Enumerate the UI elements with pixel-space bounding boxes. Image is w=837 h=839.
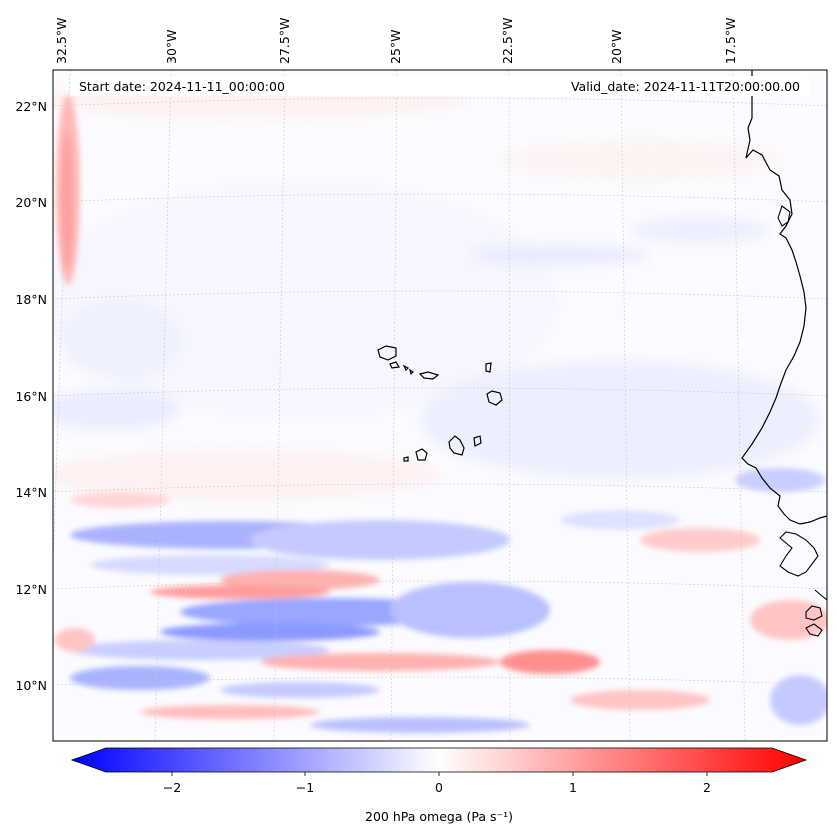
colorbar: −2 −1 0 1 2 200 hPa omega (Pa s⁻¹) [70,747,808,824]
colorbar-label: 200 hPa omega (Pa s⁻¹) [365,809,513,824]
guinea-bissau-coast [779,531,819,577]
lon-label-32-5w: 32.5°W [54,18,69,64]
lat-label-22n: 22°N [15,99,47,114]
lat-label-10n: 10°N [15,678,47,693]
lat-label-14n: 14°N [15,485,47,500]
lat-label-18n: 18°N [15,292,47,307]
header-box [70,76,810,96]
map-frame [52,69,828,742]
colorbar-tick-2: 2 [703,780,711,795]
bissagos-islands [805,589,827,637]
west-africa-coastline [741,70,827,525]
colorbar-tick-0: 0 [435,780,443,795]
lat-label-16n: 16°N [15,389,47,404]
colorbar-ticks [171,772,708,776]
lon-label-20w: 20°W [609,29,624,64]
latitude-labels: 22°N 20°N 18°N 16°N 14°N 12°N 10°N [15,99,47,693]
start-date-label: Start date: 2024-11-11_00:00:00 [79,79,285,94]
valid-date-label: Valid_date: 2024-11-11T20:00:00.00 [571,79,800,94]
lat-label-20n: 20°N [15,195,47,210]
omega-field [53,70,827,741]
longitude-labels: 32.5°W 30°W 27.5°W 25°W 22.5°W 20°W 17.5… [54,18,738,64]
colorbar-tick-1: 1 [569,780,577,795]
colorbar-tick-neg2: −2 [163,780,181,795]
colorbar-tick-neg1: −1 [296,780,314,795]
lon-label-17-5w: 17.5°W [723,18,738,64]
lon-label-25w: 25°W [388,29,403,64]
cape-verde-islands [377,345,503,462]
lon-label-22-5w: 22.5°W [500,18,515,64]
lon-label-30w: 30°W [164,29,179,64]
lon-label-27-5w: 27.5°W [277,18,292,64]
colorbar-gradient [70,747,808,773]
lat-label-12n: 12°N [15,582,47,597]
